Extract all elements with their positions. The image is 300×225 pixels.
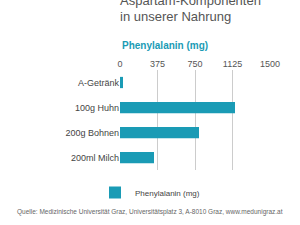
svg-text:200g Bohnen: 200g Bohnen bbox=[65, 128, 119, 138]
svg-text:200ml Milch: 200ml Milch bbox=[71, 153, 119, 163]
svg-text:Phenylalanin (mg): Phenylalanin (mg) bbox=[135, 189, 200, 198]
svg-text:1125: 1125 bbox=[223, 59, 242, 69]
svg-text:Aspartam-Komponentenin unserer: Aspartam-Komponentenin unserer Nahrung bbox=[120, 0, 261, 24]
svg-text:Phenylalanin (mg): Phenylalanin (mg) bbox=[122, 40, 208, 51]
svg-text:Quelle: Medizinische Universit: Quelle: Medizinische Universität Graz, U… bbox=[17, 208, 283, 216]
svg-text:A-Getränk: A-Getränk bbox=[78, 78, 120, 88]
svg-text:375: 375 bbox=[150, 59, 165, 69]
svg-text:100g Huhn: 100g Huhn bbox=[75, 103, 119, 113]
svg-text:1500: 1500 bbox=[260, 59, 280, 69]
svg-text:750: 750 bbox=[187, 59, 202, 69]
svg-text:0: 0 bbox=[117, 59, 122, 69]
